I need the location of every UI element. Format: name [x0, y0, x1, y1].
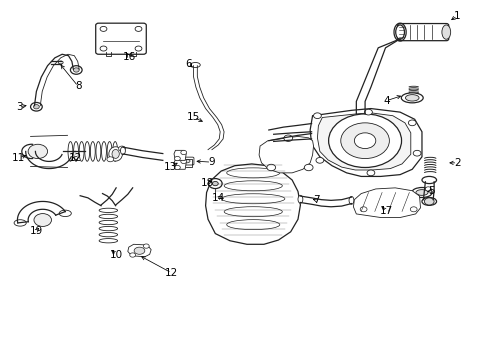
- Polygon shape: [259, 136, 313, 173]
- Ellipse shape: [190, 63, 200, 67]
- Text: 12: 12: [164, 268, 178, 278]
- Circle shape: [366, 170, 374, 176]
- Text: 6: 6: [185, 59, 191, 69]
- Circle shape: [425, 187, 430, 191]
- Circle shape: [118, 146, 125, 151]
- Ellipse shape: [405, 95, 418, 101]
- Text: 17: 17: [379, 206, 392, 216]
- Ellipse shape: [348, 197, 353, 204]
- Ellipse shape: [395, 25, 404, 39]
- Text: 19: 19: [30, 226, 43, 236]
- Polygon shape: [317, 113, 410, 170]
- Circle shape: [107, 157, 114, 162]
- Ellipse shape: [415, 190, 427, 195]
- Ellipse shape: [134, 247, 144, 254]
- Ellipse shape: [112, 149, 119, 158]
- Text: 13: 13: [163, 162, 177, 172]
- Ellipse shape: [411, 188, 431, 198]
- Circle shape: [354, 133, 375, 149]
- Text: 12: 12: [68, 153, 82, 163]
- Text: 5: 5: [427, 186, 434, 196]
- FancyBboxPatch shape: [179, 157, 194, 165]
- Circle shape: [364, 109, 372, 115]
- Text: 9: 9: [208, 157, 214, 167]
- Ellipse shape: [421, 176, 436, 184]
- Circle shape: [315, 157, 323, 163]
- Circle shape: [100, 46, 107, 51]
- Circle shape: [135, 26, 142, 31]
- Text: 16: 16: [122, 52, 136, 62]
- Circle shape: [208, 179, 222, 189]
- Text: 7: 7: [312, 195, 319, 205]
- Circle shape: [284, 135, 292, 141]
- Ellipse shape: [401, 93, 422, 103]
- Circle shape: [33, 105, 39, 109]
- Circle shape: [34, 213, 51, 226]
- Ellipse shape: [59, 210, 71, 217]
- Circle shape: [313, 113, 321, 118]
- Circle shape: [340, 123, 388, 158]
- Circle shape: [30, 103, 42, 111]
- Circle shape: [424, 198, 433, 205]
- Polygon shape: [174, 150, 186, 160]
- Text: 4: 4: [383, 96, 389, 106]
- Circle shape: [412, 194, 418, 198]
- Polygon shape: [309, 109, 421, 176]
- Text: 2: 2: [453, 158, 460, 168]
- Circle shape: [412, 150, 420, 156]
- Ellipse shape: [14, 220, 26, 226]
- Polygon shape: [174, 159, 186, 169]
- Ellipse shape: [109, 147, 122, 161]
- Polygon shape: [353, 188, 420, 217]
- Circle shape: [266, 164, 275, 171]
- Circle shape: [73, 68, 79, 72]
- Ellipse shape: [58, 61, 63, 64]
- Circle shape: [409, 207, 416, 212]
- Circle shape: [129, 253, 135, 257]
- Text: 1: 1: [453, 11, 460, 21]
- Circle shape: [174, 157, 180, 161]
- Circle shape: [407, 120, 415, 126]
- FancyBboxPatch shape: [96, 23, 146, 54]
- Circle shape: [212, 181, 218, 186]
- Text: 15: 15: [187, 112, 200, 122]
- Circle shape: [143, 244, 149, 248]
- Circle shape: [181, 150, 186, 155]
- Circle shape: [135, 46, 142, 51]
- Ellipse shape: [441, 25, 450, 39]
- Circle shape: [360, 207, 366, 212]
- Circle shape: [328, 114, 401, 167]
- Ellipse shape: [297, 195, 302, 203]
- FancyBboxPatch shape: [397, 23, 448, 41]
- Text: 11: 11: [12, 153, 25, 163]
- Circle shape: [28, 144, 47, 158]
- Text: 18: 18: [200, 178, 213, 188]
- Ellipse shape: [183, 159, 190, 163]
- Circle shape: [100, 26, 107, 31]
- Text: 10: 10: [110, 250, 123, 260]
- Circle shape: [304, 164, 312, 171]
- Polygon shape: [127, 244, 151, 257]
- Text: 14: 14: [212, 193, 225, 203]
- Ellipse shape: [120, 147, 125, 155]
- Polygon shape: [205, 164, 300, 244]
- Circle shape: [70, 66, 82, 74]
- Text: 3: 3: [17, 102, 23, 112]
- Ellipse shape: [421, 198, 436, 205]
- Circle shape: [174, 165, 180, 170]
- Circle shape: [181, 159, 186, 163]
- Text: 8: 8: [75, 81, 81, 91]
